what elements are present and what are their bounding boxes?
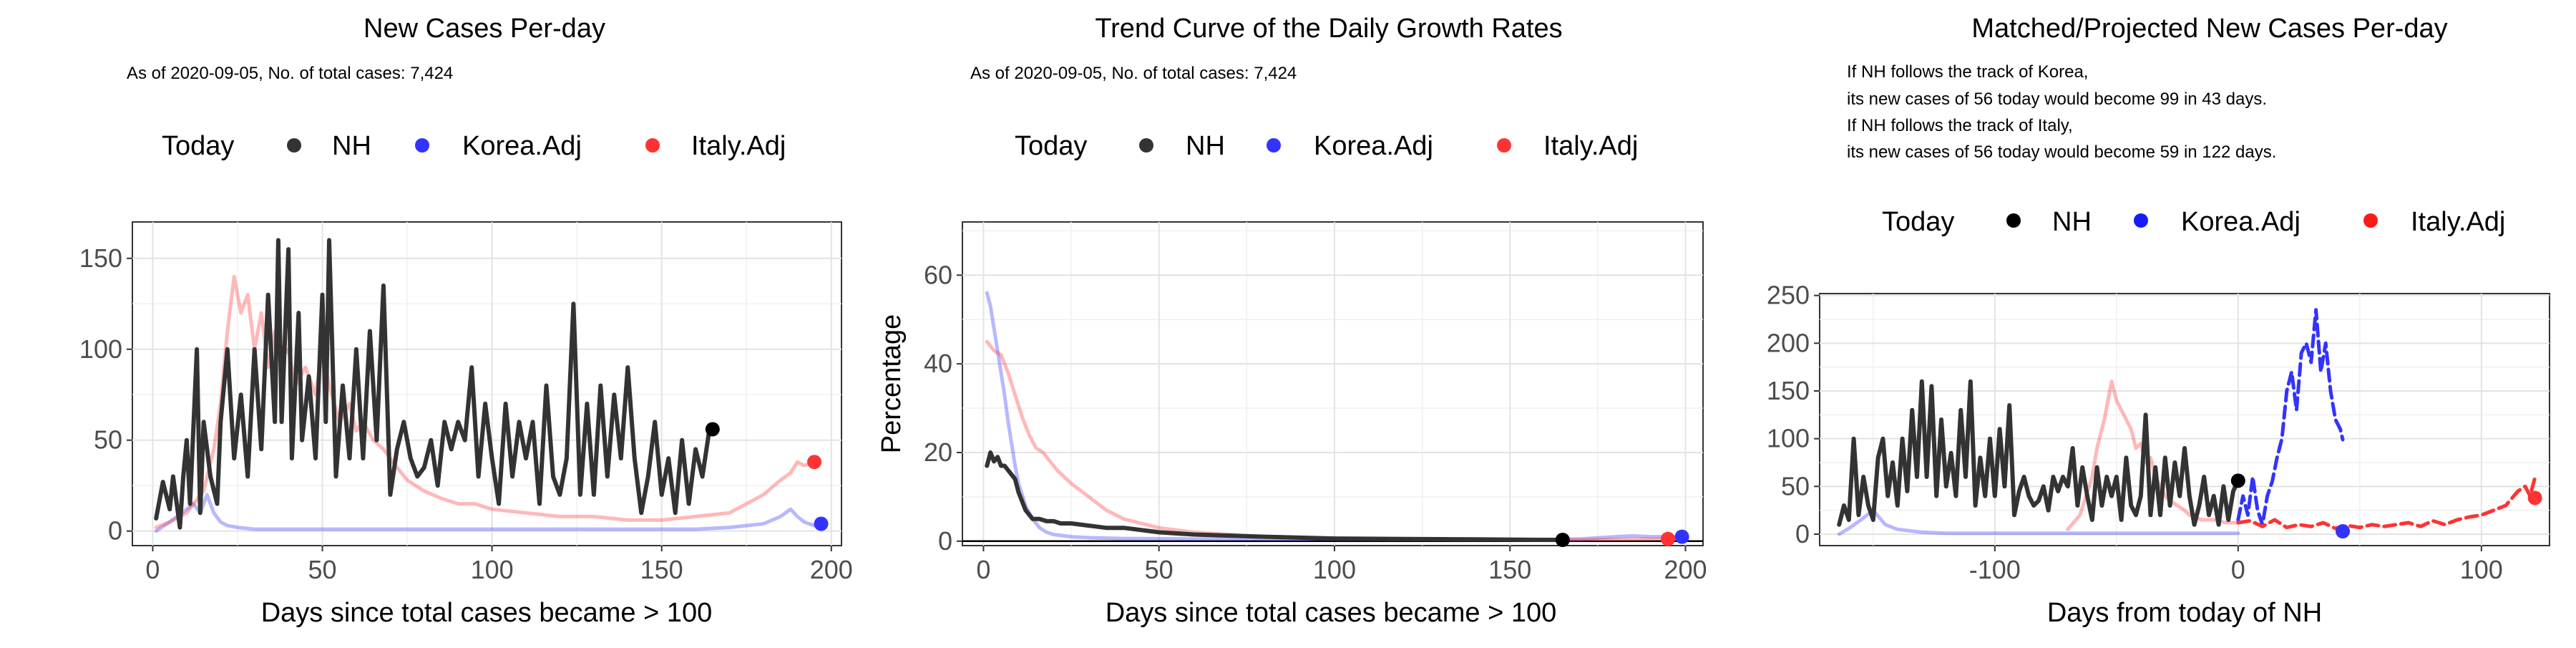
panel-3-note-3: If NH follows the track of Italy, [1847,116,2073,135]
panel-2-xtick-label: 150 [1488,555,1531,584]
panel-2-legend-key-nh [1139,138,1153,153]
panel-1-xtick-label: 50 [308,555,337,584]
panel-1-series-nh [154,238,715,530]
panel-2-xlabel: Days since total cases became > 100 [1106,598,1557,628]
panel-3-series-nh [1837,379,2240,527]
panel-3-legend-nh: NH [2052,207,2092,237]
panel-1-xlabel: Days since total cases became > 100 [261,598,713,628]
panel-2-legend: Today NH Korea.Adj Italy.Adj [1015,131,1638,161]
panel-3-ytick-label: 50 [1781,471,1810,500]
panel-2-legend-key-korea [1267,138,1281,153]
panel-1-legend: Today NH Korea.Adj Italy.Adj [162,131,786,161]
panel-3-series-korea-adj-matched [1837,508,2240,536]
panel-3-legend-title: Today [1882,207,1954,237]
panel-1-legend-title: Today [162,131,234,161]
panel-3-series-italy-adj-matched [2066,379,2240,531]
panel-3-xtick-label: 100 [2460,555,2503,584]
panel-2-xtick-label: 100 [1313,555,1356,584]
panel-3-today-point-nh [2230,473,2245,488]
panel-2-today-point-italy-adj [1660,531,1675,546]
panel-1-xtick-label: 100 [471,555,514,584]
panel-2-plot: 0 50 100 150 200 0 20 40 60 [924,222,1707,584]
panel-2-xtick-label: 50 [1145,555,1174,584]
panel-3-legend-italy: Italy.Adj [2411,207,2505,237]
panel-2-plot-area [962,221,1704,546]
panel-1-today-point-italy-adj [807,455,822,470]
panel-3-ytick-label: 100 [1767,424,1810,453]
panel-3-ytick-label: 250 [1767,281,1810,310]
panel-2-today-point-nh [1555,532,1570,547]
panel-3-xtick-label: -100 [1969,555,2021,584]
panel-1-xtick-label: 0 [145,555,160,584]
panel-3-ytick-label: 0 [1795,519,1810,548]
panel-2-legend-key-italy [1497,138,1511,153]
panel-1-xtick-label: 200 [810,555,853,584]
panel-2-series-nh [985,450,1565,542]
panel-1-ytick-label: 150 [79,243,122,273]
panel-3-today-point-italy-adj [2527,490,2542,506]
panel-3-note-2: its new cases of 56 today would become 9… [1847,90,2267,109]
panel-2-ytick-label: 20 [924,437,952,467]
panel-3-xtick-label: 0 [2231,555,2245,584]
panel-1-plot: 0 50 100 150 200 0 50 100 150 [79,222,853,584]
panel-1-title: New Cases Per-day [364,14,605,44]
panel-1-ytick-label: 50 [94,425,122,455]
panel-3-note-1: If NH follows the track of Korea, [1847,62,2088,82]
panel-3-legend: Today NH Korea.Adj Italy.Adj [1882,207,2505,237]
panel-3-ytick-label: 150 [1767,376,1810,405]
panel-2-ytick-label: 0 [938,526,952,556]
panel-1-series-korea-adj [154,493,824,533]
panel-2-ylabel: Percentage [877,314,907,453]
panel-2-ytick-label: 60 [924,260,952,289]
panel-1-legend-italy: Italy.Adj [691,131,786,161]
panel-3-legend-key-italy [2363,213,2378,228]
panel-1-legend-key-nh [287,138,301,153]
panel-1-today-point-nh [705,422,720,437]
panel-2-note: As of 2020-09-05, No. of total cases: 7,… [970,64,1297,83]
panel-3-ytick-label: 200 [1767,328,1810,357]
panel-2-xtick-label: 0 [976,555,990,584]
panel-1-today-point-korea-adj [814,516,829,531]
panel-3-legend-korea: Korea.Adj [2181,207,2301,237]
panel-3-title: Matched/Projected New Cases Per-day [1971,14,2447,44]
panel-3-plot: -100 0 100 0 50 100 150 200 250 [1767,281,2550,584]
panel-2-today-point-korea-adj [1674,529,1689,544]
panel-3-xlabel: Days from today of NH [2047,598,2322,628]
panel-1-xtick-label: 150 [640,555,683,584]
panel-3-note-4: its new cases of 56 today would become 5… [1847,142,2276,162]
panel-1-ytick-label: 0 [108,516,122,546]
panel-3-series-italy-adj-projected [2236,475,2537,531]
panel-2-series-korea-adj [985,291,1684,542]
panel-2-ytick-label: 40 [924,349,952,378]
panel-2-legend-italy: Italy.Adj [1543,131,1638,161]
panel-2-legend-title: Today [1015,131,1087,161]
panel-3-series-korea-adj-projected [2236,308,2345,527]
panel-2-legend-korea: Korea.Adj [1314,131,1433,161]
panel-3-legend-key-korea [2134,213,2148,228]
panel-1-plot-area [132,221,842,546]
panel-1-legend-korea: Korea.Adj [462,131,582,161]
panel-1-legend-nh: NH [332,131,371,161]
panel-3-today-point-korea-adj [2336,524,2350,538]
panel-1-note: As of 2020-09-05, No. of total cases: 7,… [127,64,453,83]
panel-2-title: Trend Curve of the Daily Growth Rates [1095,14,1562,44]
panel-1-legend-key-korea [415,138,429,153]
panel-1-ytick-label: 100 [79,334,122,364]
panel-2-legend-nh: NH [1186,131,1225,161]
panel-3-legend-key-nh [2006,213,2021,228]
panel-1-legend-key-italy [645,138,660,153]
panel-2-xtick-label: 200 [1664,555,1707,584]
